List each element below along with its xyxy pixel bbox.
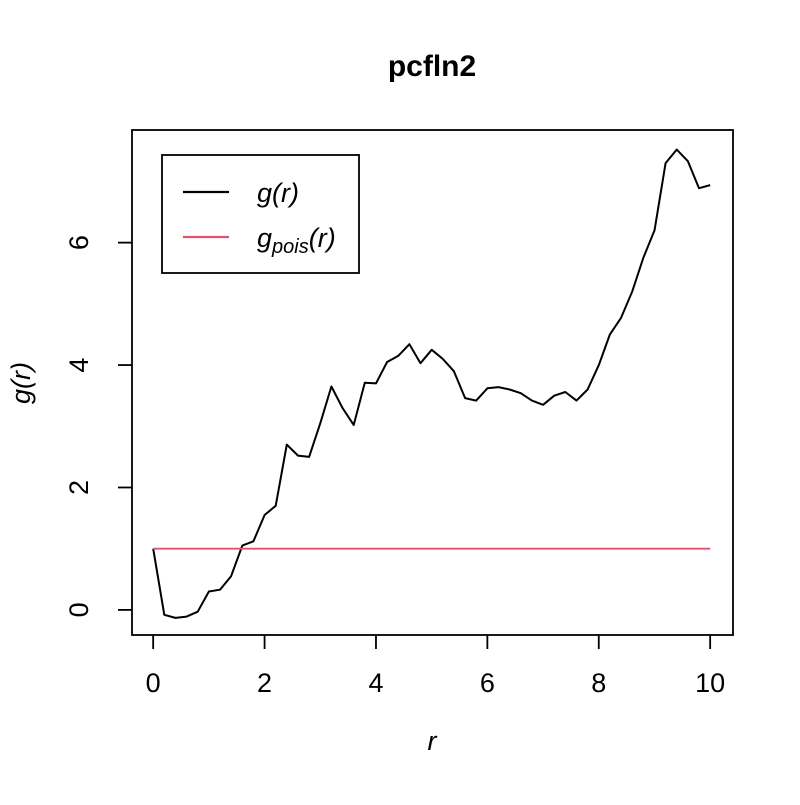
legend-g-rest: (r) [272, 178, 299, 208]
y-axis-label: g(r) [6, 362, 36, 404]
y-tick-label: 2 [64, 480, 94, 495]
y-tick-label: 6 [64, 235, 94, 250]
x-axis-label: r [428, 726, 438, 756]
legend-label-gpois: gpois(r) [257, 223, 336, 258]
legend-g-base: g [257, 178, 272, 208]
legend-gpois-base: g [257, 223, 272, 253]
x-tick-label: 0 [146, 668, 161, 698]
y-axis-ticks: 0 2 4 6 [64, 235, 132, 617]
x-tick-label: 10 [695, 668, 725, 698]
legend-label-g: g(r) [257, 178, 299, 208]
x-axis-ticks: 0 2 4 6 8 10 [146, 635, 725, 698]
legend: g(r) gpois(r) [161, 154, 360, 274]
legend-gpois-rest: (r) [309, 223, 336, 253]
x-tick-label: 6 [480, 668, 495, 698]
plot-title: pcfln2 [388, 50, 476, 83]
series-g-line [152, 148, 711, 619]
x-tick-label: 4 [368, 668, 383, 698]
x-tick-label: 8 [591, 668, 606, 698]
x-tick-label: 2 [257, 668, 272, 698]
y-tick-label: 4 [64, 358, 94, 373]
series-group [152, 148, 711, 619]
plot-box [131, 129, 734, 636]
legend-gpois-sub: pois [271, 236, 309, 258]
y-tick-label: 0 [64, 602, 94, 617]
legend-box [161, 154, 360, 274]
